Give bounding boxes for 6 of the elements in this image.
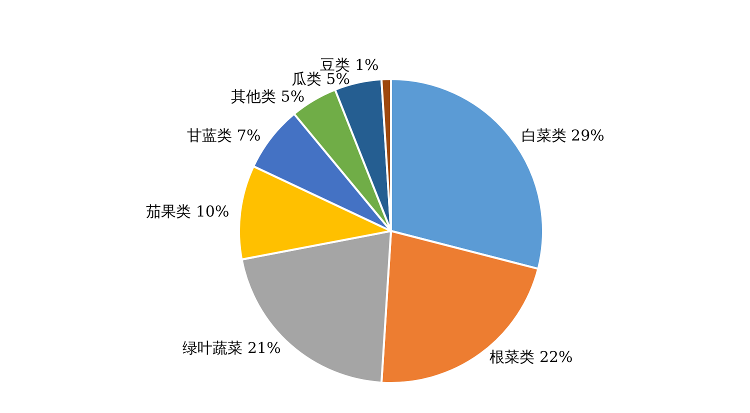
slice-label: 白菜类 29% <box>521 126 604 144</box>
slice-label: 绿叶蔬菜 21% <box>182 339 281 358</box>
slice-label: 甘蓝类 7% <box>187 126 261 144</box>
slice-label: 根菜类 22% <box>490 348 573 366</box>
slice-label: 其他类 5% <box>231 88 305 106</box>
slice-label: 茄果类 10% <box>146 202 230 220</box>
